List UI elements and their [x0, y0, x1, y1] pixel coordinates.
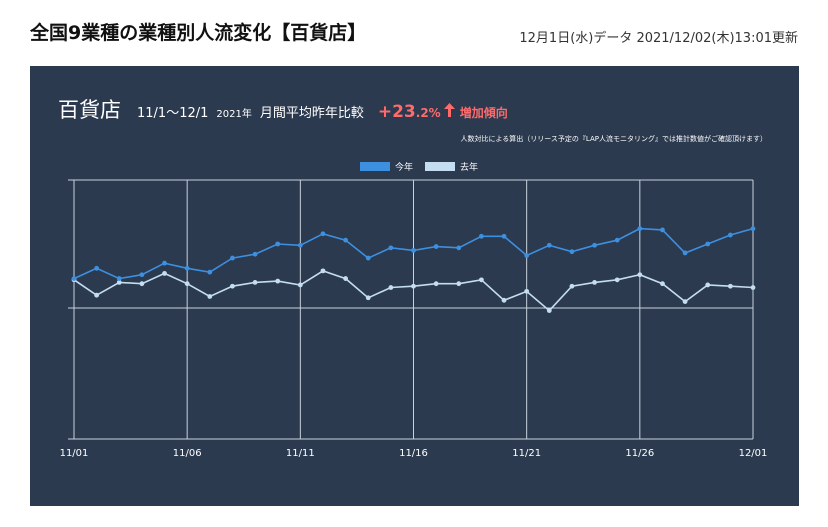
data-point-this-year — [207, 269, 213, 275]
data-point-last-year — [388, 285, 394, 290]
data-point-last-year — [479, 277, 484, 283]
data-point-last-year — [682, 299, 688, 304]
data-point-this-year — [433, 244, 439, 249]
data-point-this-year — [116, 276, 122, 281]
legend-swatch-this-year — [360, 162, 390, 171]
data-point-last-year — [456, 281, 462, 287]
data-point-last-year — [365, 295, 371, 301]
page-title: 全国9業種の業種別人流変化【百貨店】 — [30, 22, 367, 44]
legend-swatch-last-year — [425, 162, 456, 171]
data-point-last-year — [116, 280, 122, 285]
x-tick-label: 11/06 — [173, 448, 202, 459]
data-point-this-year — [139, 272, 145, 278]
data-point-last-year — [275, 278, 281, 284]
data-point-last-year — [501, 297, 507, 303]
data-point-last-year — [614, 277, 620, 283]
legend-item-last-year[interactable]: 去年 — [425, 160, 478, 173]
data-point-last-year — [343, 276, 348, 281]
data-point-this-year — [592, 242, 597, 248]
data-point-last-year — [660, 281, 665, 287]
chart-legend: 今年 去年 — [360, 160, 490, 173]
data-point-last-year — [297, 282, 303, 288]
calculation-note: 人数対比による算出（リリース予定の『LAP人流モニタリング』では推計数値がご確認… — [460, 135, 767, 143]
data-point-last-year — [705, 282, 711, 288]
x-tick-label: 11/01 — [60, 448, 89, 459]
change-percent-decimal: .2% — [415, 106, 441, 120]
x-tick-label: 11/26 — [625, 448, 654, 459]
data-point-last-year — [546, 308, 552, 313]
data-point-this-year — [727, 232, 733, 238]
year-label: 2021年 — [216, 109, 252, 120]
data-point-last-year — [139, 281, 145, 287]
data-point-last-year — [750, 285, 756, 290]
data-point-this-year — [411, 248, 416, 253]
data-point-last-year — [637, 272, 643, 278]
data-point-this-year — [682, 250, 688, 256]
data-point-this-year — [252, 251, 258, 257]
data-point-this-year — [230, 255, 235, 261]
data-point-this-year — [614, 237, 620, 243]
data-point-this-year — [71, 276, 77, 281]
data-point-this-year — [479, 233, 484, 239]
data-point-last-year — [411, 283, 416, 289]
data-point-last-year — [727, 283, 733, 289]
data-point-this-year — [275, 241, 281, 247]
data-point-this-year — [569, 249, 575, 255]
legend-label-this-year: 今年 — [395, 163, 414, 173]
data-point-this-year — [637, 226, 643, 232]
x-tick-label: 12/01 — [739, 448, 768, 459]
chart-heading: 百貨店 11/1〜12/1 2021年 月間平均昨年比較 +23.2% 増加傾向 — [58, 94, 508, 124]
line-chart: 11/01 11/06 11/11 11/16 11/21 11/26 12/01 — [60, 179, 768, 459]
data-point-last-year — [207, 294, 213, 299]
data-point-last-year — [252, 280, 258, 285]
data-point-this-year — [162, 260, 167, 266]
data-point-last-year — [230, 283, 235, 289]
data-point-last-year — [320, 268, 326, 274]
up-arrow-icon — [443, 102, 455, 121]
data-point-this-year — [546, 242, 552, 248]
data-point-last-year — [162, 271, 167, 276]
x-tick-label: 11/11 — [286, 448, 315, 459]
data-point-this-year — [343, 237, 348, 243]
chart-panel: 百貨店 11/1〜12/1 2021年 月間平均昨年比較 +23.2% 増加傾向… — [30, 66, 799, 506]
data-point-this-year — [320, 231, 326, 237]
data-point-this-year — [94, 265, 100, 271]
data-point-last-year — [184, 281, 190, 287]
data-point-this-year — [524, 253, 530, 258]
data-point-last-year — [433, 281, 439, 287]
metric-label: 月間平均昨年比較 — [259, 106, 364, 121]
data-point-last-year — [94, 292, 100, 298]
date-range: 11/1〜12/1 — [137, 106, 209, 121]
data-point-last-year — [569, 283, 575, 289]
x-tick-label: 11/16 — [399, 448, 428, 459]
change-percent-main: +23 — [377, 102, 416, 122]
data-point-this-year — [456, 245, 462, 251]
data-point-this-year — [750, 226, 756, 232]
data-point-this-year — [297, 242, 303, 248]
trend-label: 増加傾向 — [459, 106, 508, 120]
legend-item-this-year[interactable]: 今年 — [360, 160, 413, 173]
data-point-this-year — [184, 265, 190, 271]
change-value: +23.2% — [378, 102, 441, 122]
legend-label-last-year: 去年 — [460, 163, 479, 173]
store-category: 百貨店 — [58, 98, 121, 122]
data-point-last-year — [524, 288, 530, 294]
data-point-this-year — [365, 255, 371, 261]
data-point-this-year — [388, 245, 394, 251]
x-tick-label: 11/21 — [512, 448, 541, 459]
data-point-this-year — [660, 227, 665, 233]
data-point-this-year — [705, 241, 711, 247]
update-timestamp: 12月1日(水)データ 2021/12/02(木)13:01更新 — [519, 31, 798, 46]
data-point-this-year — [501, 233, 507, 239]
data-point-last-year — [592, 280, 597, 285]
